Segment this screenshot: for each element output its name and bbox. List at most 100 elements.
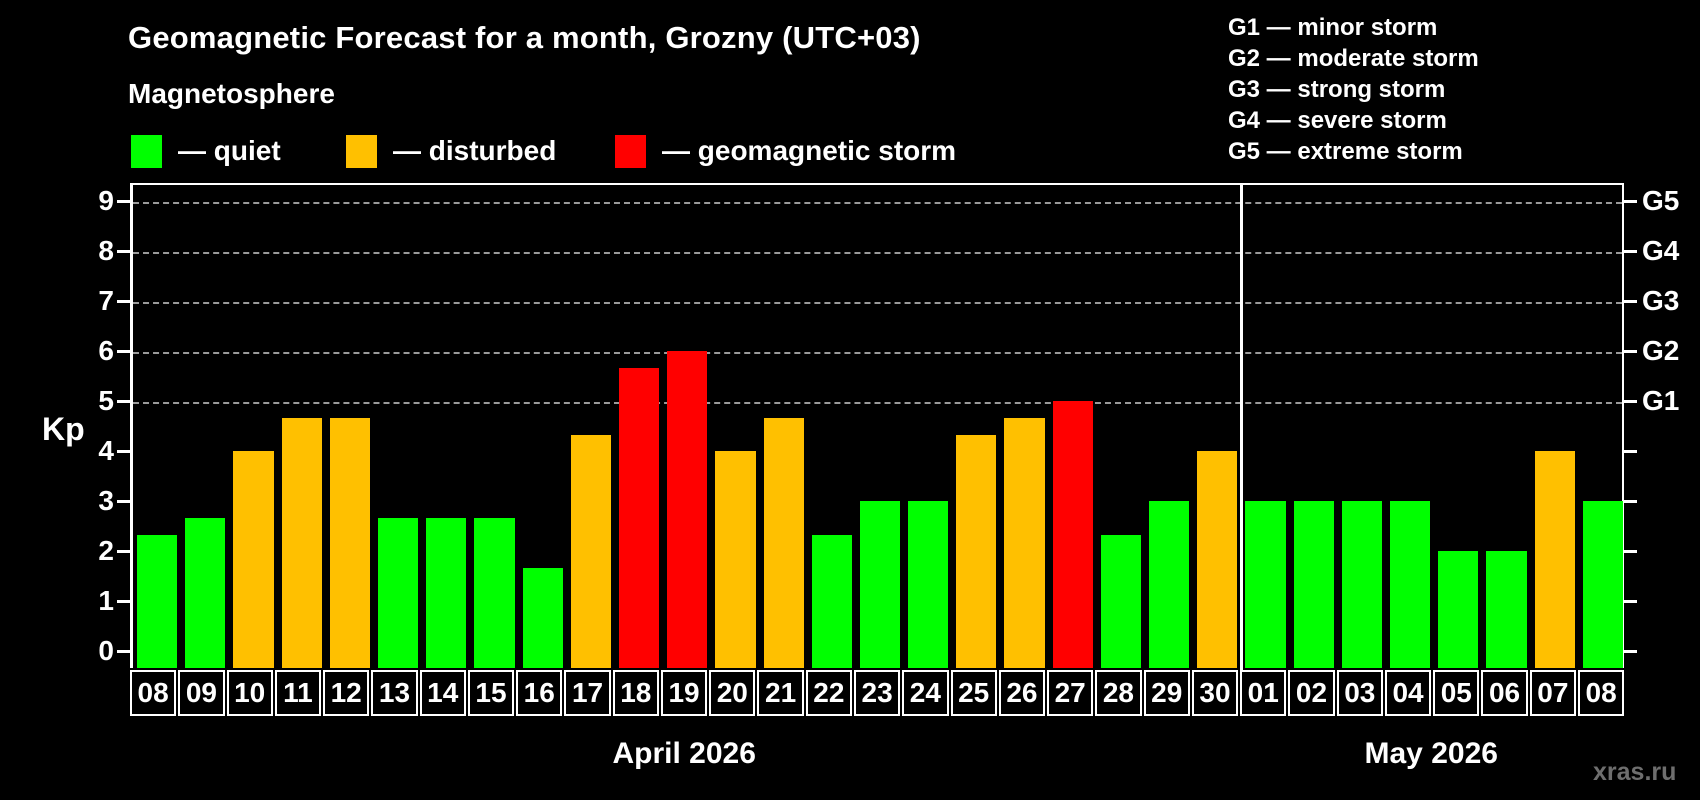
g-axis-tick (1624, 500, 1637, 503)
bar-day-14 (426, 517, 467, 668)
legend-item-storm: — geomagnetic storm (615, 134, 956, 168)
y-tick-label: 0 (98, 635, 114, 666)
bar-day-02 (1293, 501, 1334, 668)
chart-subtitle: Magnetosphere (128, 78, 335, 109)
day-label-cell: 03 (1336, 670, 1383, 716)
y-tick-label: 6 (98, 335, 114, 366)
bar-day-19 (667, 351, 708, 668)
y-tick-label: 5 (98, 385, 114, 416)
month-caption: April 2026 (612, 737, 756, 770)
day-label-cell: 15 (467, 670, 515, 716)
g-axis-tick (1624, 200, 1637, 203)
storm-scale-legend-line: G2 — moderate storm (1228, 45, 1479, 72)
bar-day-07 (1534, 451, 1575, 668)
y-axis-tick (117, 650, 130, 653)
storm-scale-legend-line: G4 — severe storm (1228, 107, 1447, 134)
legend-item-disturbed: — disturbed (346, 134, 556, 168)
bar-day-21 (763, 417, 804, 668)
g-level-label: G5 (1642, 185, 1680, 216)
day-label-cell: 08 (1577, 670, 1625, 716)
bar-day-03 (1341, 501, 1383, 668)
day-label-cell: 05 (1433, 670, 1480, 716)
g-axis-tick (1624, 450, 1637, 453)
day-label-cell: 22 (805, 670, 852, 716)
y-axis-tick (117, 450, 130, 453)
day-label-cell: 20 (709, 670, 756, 716)
gridline (133, 252, 1622, 254)
y-axis-tick (117, 400, 130, 403)
legend-item-quiet: — quiet (131, 134, 281, 168)
day-label-cell: 16 (516, 670, 563, 716)
bar-day-11 (281, 417, 322, 668)
day-label-cell: 09 (178, 670, 225, 716)
bar-day-29 (1149, 501, 1190, 668)
bar-day-26 (1004, 417, 1045, 668)
day-label-cell: 19 (660, 670, 708, 716)
y-axis-tick (117, 200, 130, 203)
watermark: xras.ru (1593, 758, 1677, 786)
y-axis-tick (117, 350, 130, 353)
day-label-cell: 25 (950, 670, 997, 716)
bar-day-08 (137, 534, 178, 668)
day-label-cell: 13 (371, 670, 418, 716)
day-label-cell: 21 (757, 670, 804, 716)
day-label-cell: 04 (1384, 670, 1432, 716)
bar-day-15 (474, 517, 515, 668)
month-caption: May 2026 (1364, 737, 1498, 770)
bar-day-04 (1390, 501, 1431, 668)
bar-day-16 (522, 567, 563, 668)
day-label-cell: 11 (274, 670, 322, 716)
legend-label: — quiet (178, 135, 281, 166)
bar-day-25 (956, 434, 997, 668)
gridline (133, 352, 1622, 354)
y-axis-label: Kp (42, 411, 85, 447)
bar-day-17 (570, 434, 611, 668)
day-label-cell: 18 (612, 670, 659, 716)
bar-day-09 (185, 517, 226, 668)
day-label-cell: 14 (419, 670, 466, 716)
day-label-cell: 06 (1481, 670, 1528, 716)
day-label-cell: 27 (1047, 670, 1094, 716)
g-level-label: G1 (1642, 385, 1680, 416)
day-axis-row: 08 09 10 11 12 13 14 15 16 17 18 19 20 21 22 23 24 25 26 27… (130, 670, 1625, 716)
bar-day-30 (1197, 451, 1238, 668)
day-label-cell: 29 (1143, 670, 1190, 716)
g-axis-tick (1624, 400, 1637, 403)
bar-day-22 (811, 534, 852, 668)
y-tick-label: 3 (98, 485, 114, 516)
y-axis-tick (117, 600, 130, 603)
bar-day-13 (377, 517, 419, 668)
legend-label: — geomagnetic storm (662, 135, 957, 166)
storm-scale-legend-line: G3 — strong storm (1228, 76, 1446, 103)
day-label-cell: 10 (226, 670, 273, 716)
y-axis-tick (117, 300, 130, 303)
gridline (133, 202, 1622, 204)
bar-day-10 (233, 451, 274, 668)
bar-day-24 (908, 501, 949, 668)
g-axis-tick (1624, 550, 1637, 553)
day-label-cell: 02 (1288, 670, 1335, 716)
day-label-cell: 26 (998, 670, 1046, 716)
day-label-cell: 28 (1095, 670, 1142, 716)
day-label-cell: 23 (853, 670, 901, 716)
y-tick-label: 1 (98, 585, 114, 616)
y-axis-tick (117, 500, 130, 503)
y-tick-label: 7 (98, 285, 114, 316)
month-separator-line (1240, 185, 1244, 670)
g-axis-tick (1624, 250, 1637, 253)
bar-day-27 (1052, 401, 1093, 668)
bar-day-12 (329, 417, 370, 668)
g-level-label: G4 (1642, 235, 1680, 266)
chart-title: Geomagnetic Forecast for a month, Grozny… (128, 20, 921, 55)
g-level-label: G3 (1642, 285, 1680, 316)
day-label-cell: 01 (1240, 670, 1287, 716)
storm-scale-legend-line: G5 — extreme storm (1228, 138, 1463, 165)
y-tick-label: 2 (98, 535, 114, 566)
y-axis-tick (117, 550, 130, 553)
bar-day-18 (618, 367, 660, 668)
bar-day-23 (859, 501, 901, 668)
day-label-cell: 08 (130, 670, 177, 716)
day-label-cell: 12 (323, 670, 370, 716)
plot-area (130, 183, 1624, 670)
